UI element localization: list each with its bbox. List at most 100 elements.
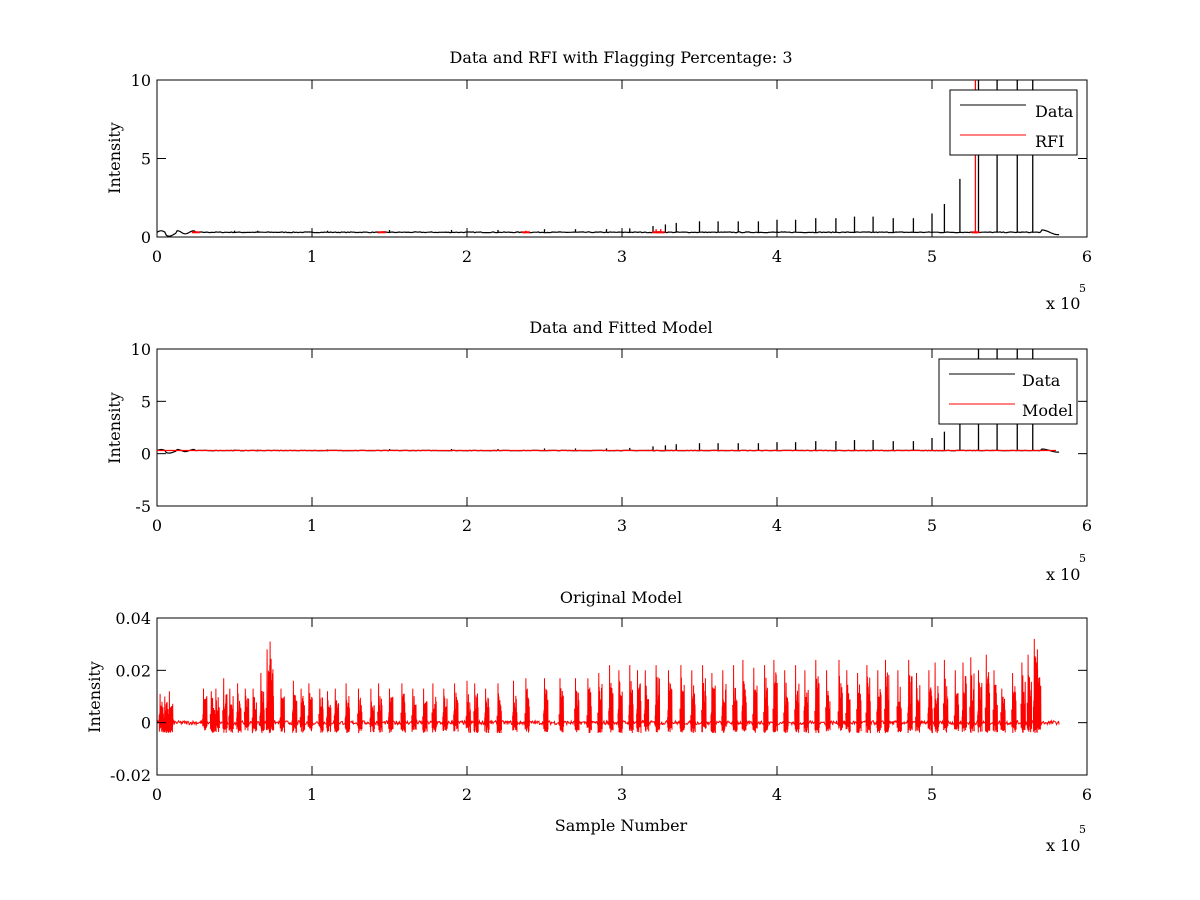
x-multiplier-base: x 10	[1046, 836, 1080, 855]
model-burst	[299, 688, 306, 733]
x-tick-label: 4	[772, 516, 782, 535]
model-burst	[222, 678, 228, 733]
legend: Data RFI	[949, 89, 1078, 156]
model-burst	[825, 670, 831, 732]
x-tick-label: 6	[1082, 516, 1092, 535]
model-burst	[845, 670, 851, 733]
x-tick-label: 3	[617, 785, 627, 804]
x-tick-label: 2	[462, 247, 472, 266]
y-axis-label: Intensity	[105, 392, 124, 464]
series-marks	[157, 80, 1060, 237]
model-burst	[679, 665, 685, 733]
y-tick-label: 0	[141, 714, 151, 733]
model-burst	[431, 683, 437, 733]
y-tick-label: -0.02	[110, 766, 151, 785]
model-burst	[741, 659, 747, 732]
model-burst	[667, 670, 673, 733]
model-burst	[209, 691, 216, 733]
model-burst	[484, 688, 490, 734]
legend-label-data: Data	[1022, 371, 1061, 390]
model-burst	[168, 691, 174, 734]
model-burst	[732, 665, 738, 732]
x-tick-label: 1	[307, 516, 317, 535]
series-marks	[157, 638, 1060, 734]
legend-box	[949, 89, 1078, 156]
model-burst	[228, 688, 234, 733]
model-burst	[876, 670, 882, 734]
model-burst	[292, 680, 298, 733]
model-burst	[617, 670, 623, 734]
legend-label-rfi: RFI	[1035, 132, 1064, 151]
model-burst	[326, 691, 332, 733]
model-burst	[1026, 654, 1033, 733]
model-burst	[268, 641, 275, 733]
legend-box	[938, 358, 1078, 425]
model-burst	[710, 672, 716, 734]
model-burst	[543, 678, 549, 733]
model-burst	[933, 662, 940, 734]
model-burst	[465, 680, 471, 733]
x-tick-label: 6	[1082, 247, 1092, 266]
model-burst	[907, 659, 913, 734]
model-burst	[608, 665, 614, 733]
model-burst	[377, 683, 383, 733]
legend: Data Model	[938, 358, 1078, 425]
model-burst	[772, 659, 778, 733]
model-burst	[214, 688, 220, 733]
y-tick-label: 5	[141, 392, 151, 411]
model-burst	[243, 688, 250, 731]
x-tick-label: 2	[462, 516, 472, 535]
model-burst	[977, 670, 983, 733]
model-burst	[690, 670, 696, 733]
model-burst	[453, 683, 459, 732]
model-burst	[524, 678, 530, 733]
model-burst	[307, 683, 313, 732]
model-burst	[814, 659, 820, 734]
model-burst	[202, 688, 208, 731]
model-burst	[279, 688, 285, 733]
y-tick-label: 0	[141, 228, 151, 247]
model-burst	[558, 678, 564, 733]
model-burst	[763, 665, 769, 733]
x-tick-label: 4	[772, 247, 782, 266]
x-multiplier-base: x 10	[1046, 565, 1080, 584]
plot-area	[156, 79, 1088, 238]
model-burst	[984, 654, 991, 733]
model-burst	[496, 683, 502, 734]
model-burst	[333, 688, 340, 733]
y-tick-label: 0	[141, 445, 151, 464]
x-multiplier-exponent: 5	[1079, 282, 1086, 295]
model-burst	[422, 688, 428, 733]
model-burst	[643, 670, 650, 732]
y-axis-label: Intensity	[85, 661, 104, 733]
model-burst	[992, 670, 998, 733]
model-burst	[884, 659, 890, 734]
x-tick-label: 5	[927, 516, 937, 535]
x-tick-label: 4	[772, 785, 782, 804]
y-tick-label: 0.02	[115, 661, 151, 680]
model-burst	[400, 683, 406, 733]
model-burst	[654, 665, 661, 733]
model-burst	[158, 693, 165, 733]
x-tick-label: 5	[927, 785, 937, 804]
model-burst	[896, 670, 902, 733]
model-burst	[586, 678, 592, 734]
x-multiplier-base: x 10	[1046, 294, 1080, 313]
x-tick-label: 0	[152, 247, 162, 266]
model-burst	[318, 688, 324, 733]
model-burst	[783, 670, 789, 734]
model-burst	[1000, 688, 1006, 733]
model-burst	[837, 659, 843, 731]
plot-area	[156, 348, 1088, 507]
x-multiplier-exponent: 5	[1079, 552, 1086, 565]
y-tick-label: 10	[131, 340, 151, 359]
x-axis-label: Sample Number	[555, 816, 688, 835]
x-tick-label: 0	[152, 785, 162, 804]
model-burst	[794, 665, 800, 733]
data-baseline-line	[157, 229, 1060, 237]
chart-title: Data and Fitted Model	[529, 318, 712, 337]
x-tick-label: 5	[927, 247, 937, 266]
